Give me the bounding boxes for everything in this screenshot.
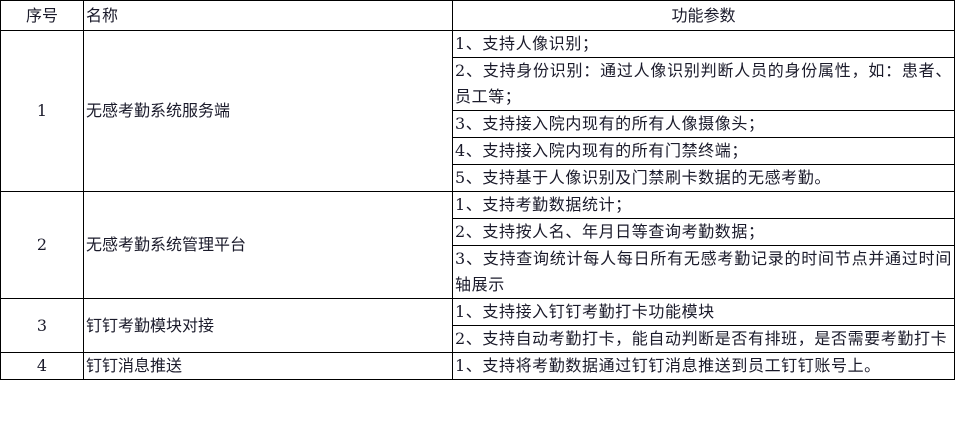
table-row: 3、支持接入院内现有的所有人像摄像头；: [1, 110, 955, 138]
row-name: 无感考勤系统管理平台: [83, 191, 453, 299]
table-row: 1 无感考勤系统服务端 1、支持人像识别；: [0, 30, 955, 192]
table-row: 3、支持查询统计每人每日所有无感考勤记录的时间节点并通过时间轴展示: [1, 245, 955, 299]
header-name: 名称: [83, 0, 453, 31]
row-name: 钉钉考勤模块对接: [83, 298, 453, 353]
row-number: 2: [0, 191, 84, 299]
header-params: 功能参数: [452, 0, 955, 31]
row-param: 1、支持考勤数据统计；: [452, 191, 955, 219]
row-param: 4、支持接入院内现有的所有门禁终端；: [452, 137, 955, 165]
row-param: 1、支持将考勤数据通过钉钉消息推送到员工钉钉账号上。: [452, 352, 955, 380]
row-name: 钉钉消息推送: [83, 352, 453, 380]
row-param: 3、支持接入院内现有的所有人像摄像头；: [452, 110, 955, 138]
table-row: 4、支持接入院内现有的所有门禁终端；: [1, 137, 955, 165]
row-number: 1: [0, 30, 84, 192]
table-row: 2、支持自动考勤打卡，能自动判断是否有排班，是否需要考勤打卡: [1, 325, 955, 353]
table-row: 4 钉钉消息推送 1、支持将考勤数据通过钉钉消息推送到员工钉钉账号上。: [0, 352, 955, 380]
table-row: 2、支持身份识别：通过人像识别判断人员的身份属性，如：患者、员工等；: [1, 57, 955, 111]
row-param: 2、支持身份识别：通过人像识别判断人员的身份属性，如：患者、员工等；: [452, 57, 955, 111]
header-no: 序号: [0, 0, 84, 31]
table-row: 3 钉钉考勤模块对接 1、支持接入钉钉考勤打卡功能模块: [0, 298, 955, 353]
row-param: 2、支持按人名、年月日等查询考勤数据；: [452, 218, 955, 246]
header-row: 序号 名称 功能参数: [0, 0, 955, 31]
row-name: 无感考勤系统服务端: [83, 30, 453, 192]
row-param: 3、支持查询统计每人每日所有无感考勤记录的时间节点并通过时间轴展示: [452, 245, 955, 299]
spec-table: 序号 名称 功能参数 1 无感考勤系统服务端 1、支持人像识别； 2、支持身份识别：通…: [0, 0, 955, 380]
row-number: 4: [0, 352, 84, 380]
row-param: 2、支持自动考勤打卡，能自动判断是否有排班，是否需要考勤打卡: [452, 325, 955, 353]
row-param: 5、支持基于人像识别及门禁刷卡数据的无感考勤。: [452, 164, 955, 192]
table-row: 2 无感考勤系统管理平台 1、支持考勤数据统计；: [0, 191, 955, 299]
table-row: 5、支持基于人像识别及门禁刷卡数据的无感考勤。: [1, 164, 955, 192]
row-param: 1、支持接入钉钉考勤打卡功能模块: [452, 298, 955, 326]
table-body: 1 无感考勤系统服务端 1、支持人像识别； 2、支持身份识别：通过人像识别判断人员的身…: [0, 30, 955, 380]
row-param: 1、支持人像识别；: [452, 30, 955, 58]
row-number: 3: [0, 298, 84, 353]
